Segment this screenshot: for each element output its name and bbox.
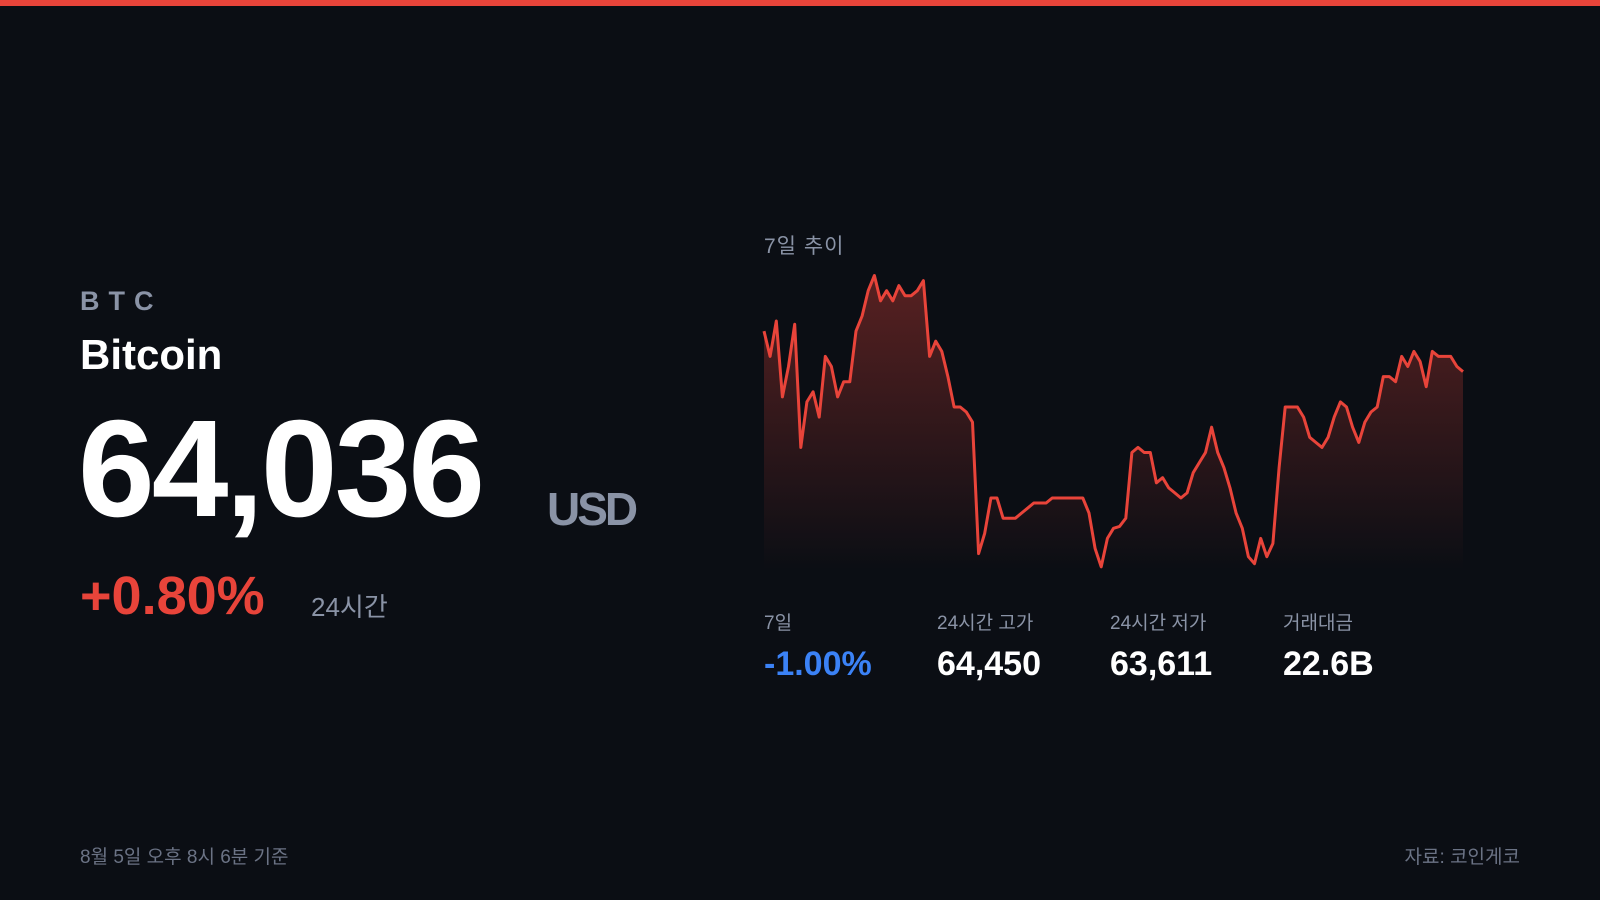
symbol: BTC (80, 286, 163, 316)
stat-label: 24시간 고가 (937, 613, 1034, 634)
stat-label: 7일 (764, 613, 793, 634)
currency: USD (547, 483, 638, 535)
change: +0.80% (80, 566, 265, 626)
stat: 24시간 고가 64,450 (937, 608, 1110, 684)
stat-value: 22.6B (1283, 645, 1374, 683)
price-line (762, 274, 1464, 569)
stats: 7일 -1.00% 24시간 고가 64,450 24시간 저가 63,611 거래대금 22… (764, 608, 1456, 684)
accent-bar (0, 0, 1600, 6)
area-fill (764, 275, 1463, 570)
stat: 24시간 저가 63,611 (1110, 608, 1283, 684)
stat-value: 64,450 (937, 645, 1041, 683)
stat-value: 63,611 (1110, 645, 1213, 683)
stat-value: -1.00% (764, 645, 872, 683)
stat: 거래대금 22.6B (1283, 608, 1456, 684)
stat-label: 거래대금 (1283, 613, 1353, 634)
stat: 7일 -1.00% (764, 608, 937, 684)
price: 64,036 (78, 392, 485, 546)
stat-label: 24시간 저가 (1110, 613, 1207, 634)
timestamp: 8월 5일 오후 8시 6분 기준 (80, 847, 289, 868)
source: 자료: 코인게코 (1404, 847, 1520, 868)
chart-title: 7일 추이 (764, 235, 845, 258)
asset-name: Bitcoin (80, 331, 223, 378)
change-period: 24시간 (311, 592, 388, 622)
